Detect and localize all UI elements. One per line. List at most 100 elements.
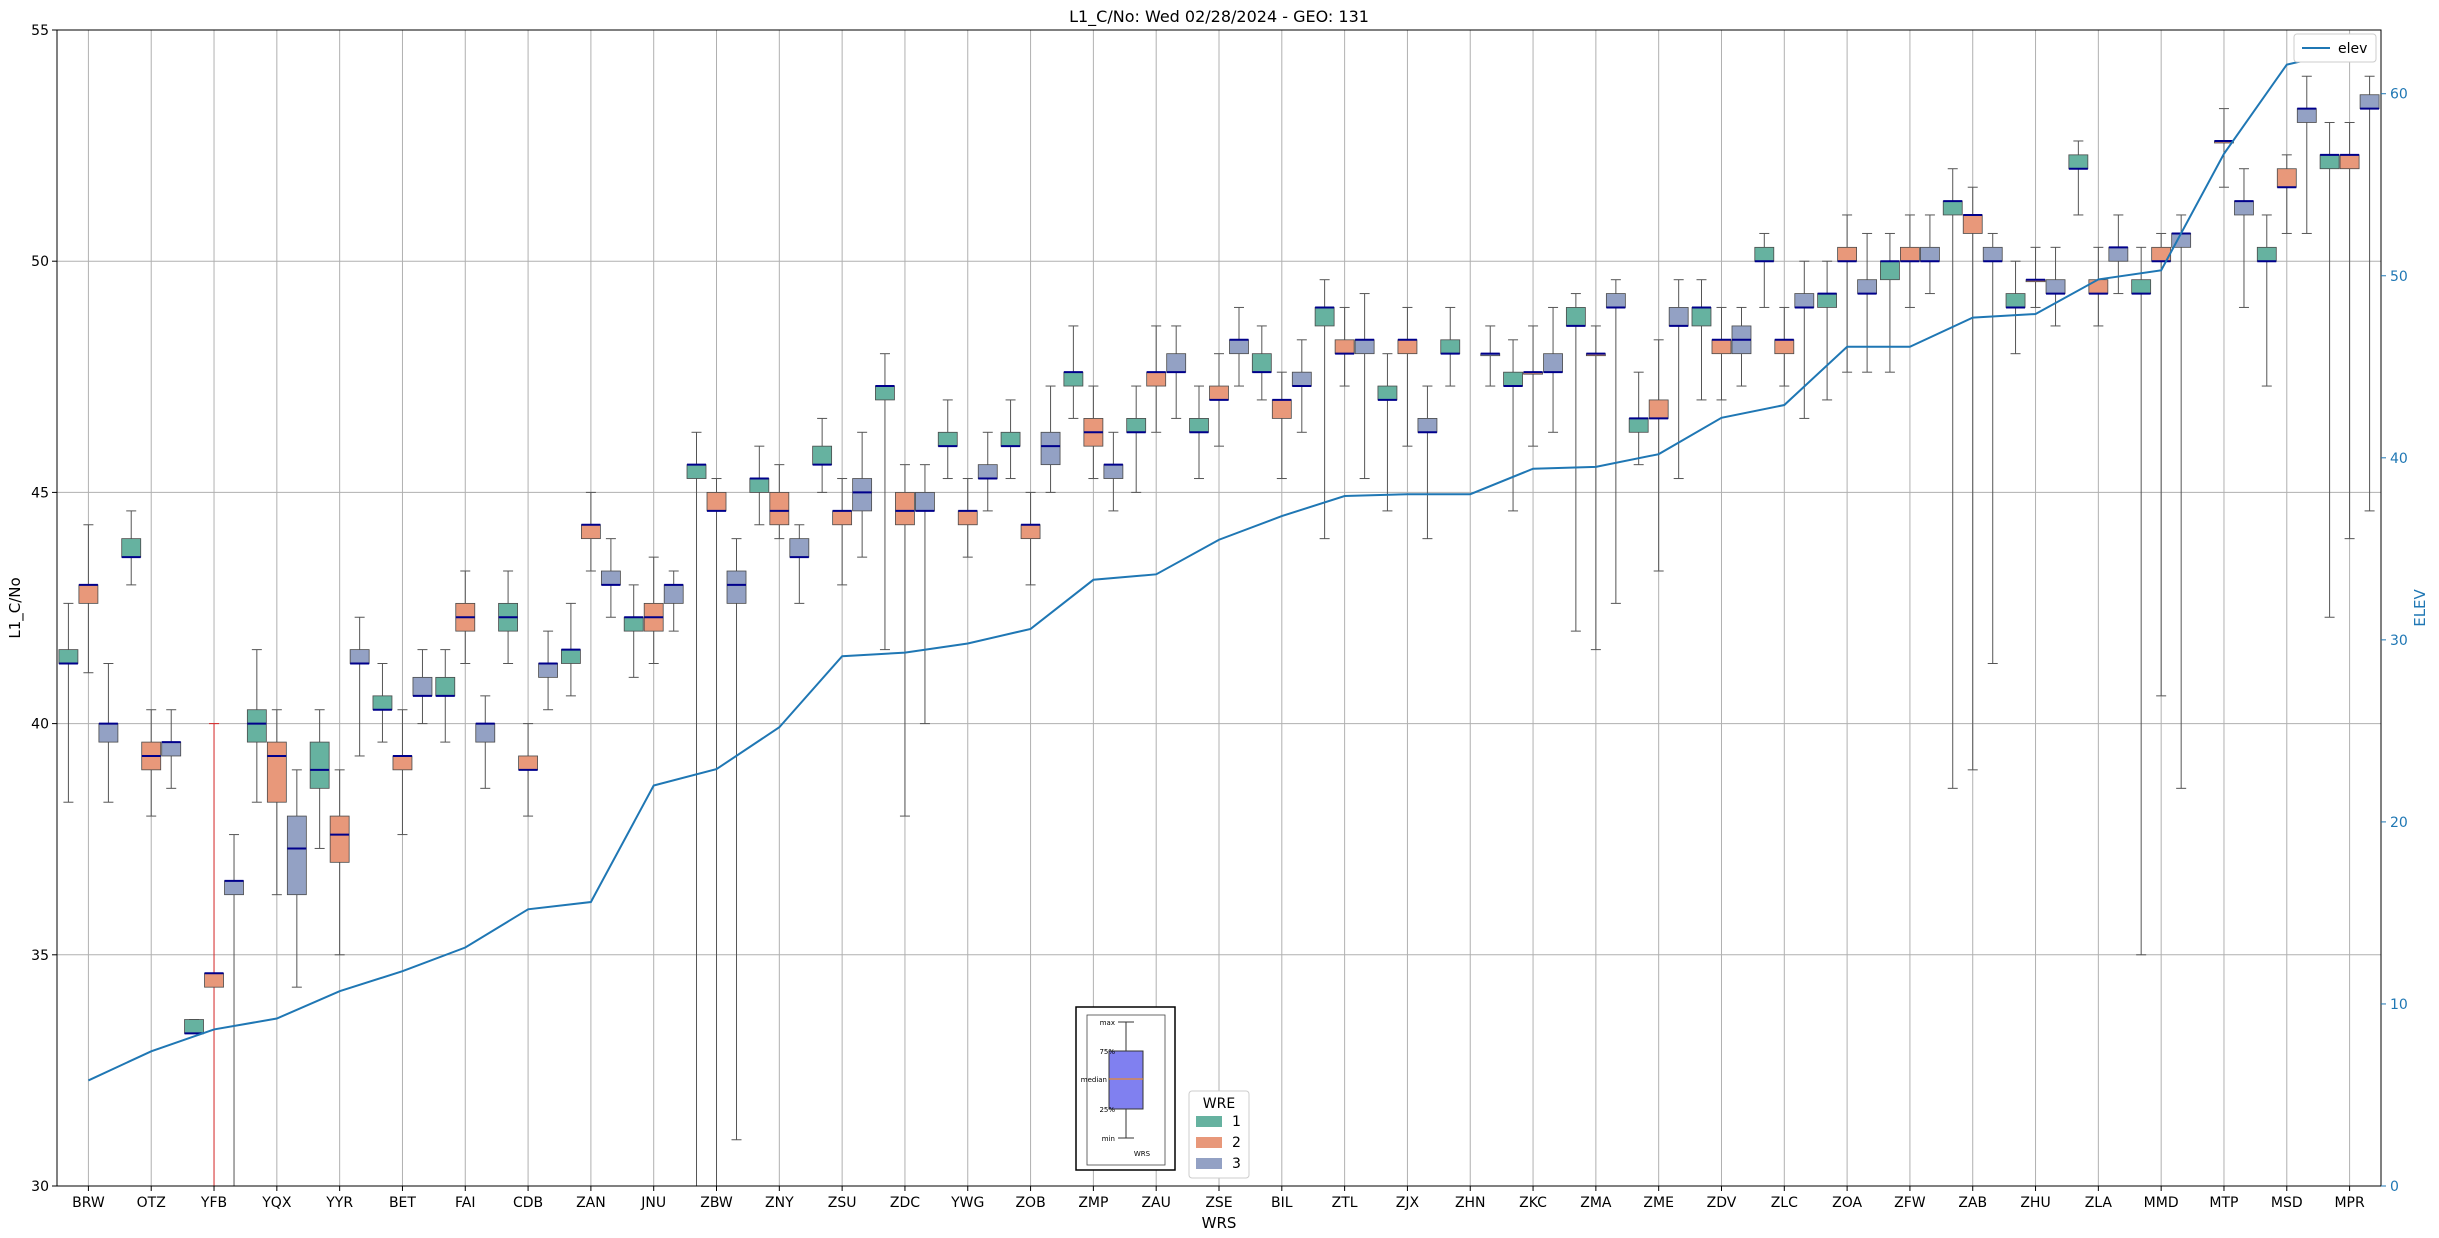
box-yqx-wre3 — [286, 815, 307, 896]
box-ywg-wre3 — [977, 464, 998, 479]
x-tick-label: ZDC — [890, 1195, 920, 1211]
x-tick-label: ZHU — [2020, 1195, 2050, 1211]
x-tick-label: ZAU — [1141, 1195, 1170, 1211]
box-mpr-wre2 — [2339, 154, 2360, 170]
box-zjx-wre2 — [1397, 339, 1418, 355]
box-zan-wre3 — [600, 570, 621, 586]
elev-legend: elev — [2293, 33, 2377, 63]
elev-line — [87, 49, 2350, 1082]
x-tick-label: YQX — [261, 1195, 292, 1211]
box-zlc-wre1 — [1754, 246, 1775, 262]
x-tick-label: ZDV — [1707, 1195, 1737, 1211]
box-zla-wre3 — [2108, 246, 2129, 262]
x-tick-label: CDB — [513, 1195, 543, 1211]
box-zme-wre3 — [1668, 307, 1689, 327]
box-zdv-wre1 — [1691, 307, 1712, 327]
box-msd-wre1 — [2256, 246, 2277, 262]
boxplot-inset: max 75% median 25% min WRS — [1075, 1006, 1176, 1171]
wre-legend-swatch-3 — [1196, 1158, 1222, 1169]
box-yfb-wre2 — [204, 972, 224, 988]
box-zla-wre1 — [2068, 154, 2089, 170]
box-zjx-wre1 — [1377, 385, 1398, 401]
wre-legend-title: WRE — [1203, 1096, 1235, 1112]
box-zse-wre3 — [1229, 339, 1249, 355]
x-tick-label: ZAB — [1958, 1195, 1987, 1211]
x-tick-label: ZNY — [765, 1195, 794, 1211]
y-axis-label: L1_C/No — [6, 577, 25, 638]
box-zmp-wre3 — [1103, 464, 1124, 479]
box-zbw-wre2 — [706, 491, 727, 512]
box-yyr-wre1 — [309, 741, 330, 789]
wre-legend-swatch-1 — [1196, 1116, 1222, 1127]
wre-legend-label-1: 1 — [1232, 1114, 1241, 1130]
x-tick-label: ZTL — [1332, 1195, 1358, 1211]
box-zbw-wre3 — [726, 570, 747, 604]
y2-tick-label: 10 — [2390, 997, 2408, 1013]
box-otz-wre1 — [121, 538, 142, 558]
box-zlc-wre2 — [1774, 339, 1795, 355]
x-tick-label: BET — [389, 1195, 416, 1211]
box-ywg-wre1 — [937, 431, 958, 447]
inset-label-max: max — [1100, 1019, 1115, 1027]
box-zse-wre2 — [1209, 385, 1229, 401]
axes: 30 35 40 45 50 55 0 10 20 30 40 50 60 BRW OTZ YFB YQX YYR… — [31, 23, 2408, 1211]
y-tick-label: 45 — [31, 485, 49, 501]
y-tick-label: 35 — [31, 948, 49, 964]
y2-tick-label: 50 — [2390, 269, 2408, 285]
x-tick-label: FAI — [455, 1195, 475, 1211]
box-zkc-wre1 — [1503, 371, 1523, 387]
box-bil-wre2 — [1271, 399, 1292, 419]
x-tick-label: ZMA — [1580, 1195, 1612, 1211]
box-zan-wre2 — [580, 524, 601, 540]
y2-tick-label: 0 — [2390, 1179, 2399, 1195]
box-zny-wre1 — [749, 478, 770, 493]
box-brw-wre1 — [58, 649, 79, 664]
box-zbw-wre1 — [686, 464, 707, 479]
x-tick-label: ZBW — [700, 1195, 733, 1211]
x-tick-label: ZMP — [1078, 1195, 1108, 1211]
x-tick-label: BIL — [1271, 1195, 1293, 1211]
box-fai-wre3 — [475, 723, 496, 743]
y2-axis-label: ELEV — [2411, 588, 2429, 626]
box-zse-wre1 — [1189, 418, 1209, 433]
box-bet-wre1 — [372, 695, 393, 711]
box-zny-wre3 — [789, 538, 810, 558]
x-tick-label: ZME — [1643, 1195, 1674, 1211]
box-mpr-wre1 — [2319, 154, 2340, 170]
x-tick-label: ZJX — [1396, 1195, 1420, 1211]
box-cdb-wre2 — [518, 755, 538, 771]
inset-label-q3: 75% — [1099, 1048, 1115, 1056]
box-zhu-wre3 — [2045, 279, 2066, 294]
box-fai-wre1 — [435, 676, 456, 697]
box-zsu-wre1 — [812, 445, 833, 466]
y-tick-label: 30 — [31, 1179, 49, 1195]
box-ztl-wre3 — [1354, 339, 1375, 355]
y2-tick-label: 40 — [2390, 451, 2408, 467]
inset-label-wrs: WRS — [1134, 1150, 1151, 1158]
x-tick-label: MSD — [2271, 1195, 2303, 1211]
box-zfw-wre2 — [1900, 246, 1920, 262]
box-zdc-wre2 — [895, 491, 915, 526]
box-yfb-wre3 — [224, 880, 244, 896]
box-zma-wre1 — [1565, 307, 1586, 327]
x-axis-label: WRS — [1202, 1214, 1237, 1232]
x-tick-label: BRW — [72, 1195, 105, 1211]
x-tick-label: ZSE — [1205, 1195, 1232, 1211]
box-zoa-wre2 — [1837, 246, 1858, 262]
box-otz-wre3 — [161, 741, 182, 757]
box-zhn-wre1 — [1440, 339, 1461, 355]
box-yyr-wre3 — [349, 649, 370, 664]
box-bil-wre1 — [1251, 353, 1272, 373]
box-zdc-wre3 — [915, 491, 935, 512]
wre-legend-label-3: 3 — [1232, 1156, 1241, 1172]
x-tick-label: JNU — [640, 1195, 666, 1211]
box-brw-wre3 — [98, 723, 119, 743]
box-jnu-wre3 — [663, 584, 684, 604]
box-zan-wre1 — [560, 649, 581, 664]
chart-title: L1_C/No: Wed 02/28/2024 - GEO: 131 — [1069, 7, 1369, 27]
box-zkc-wre3 — [1543, 353, 1563, 373]
x-tick-label: MPR — [2334, 1195, 2365, 1211]
elev-series — [87, 49, 2350, 1082]
box-zme-wre1 — [1628, 418, 1649, 433]
